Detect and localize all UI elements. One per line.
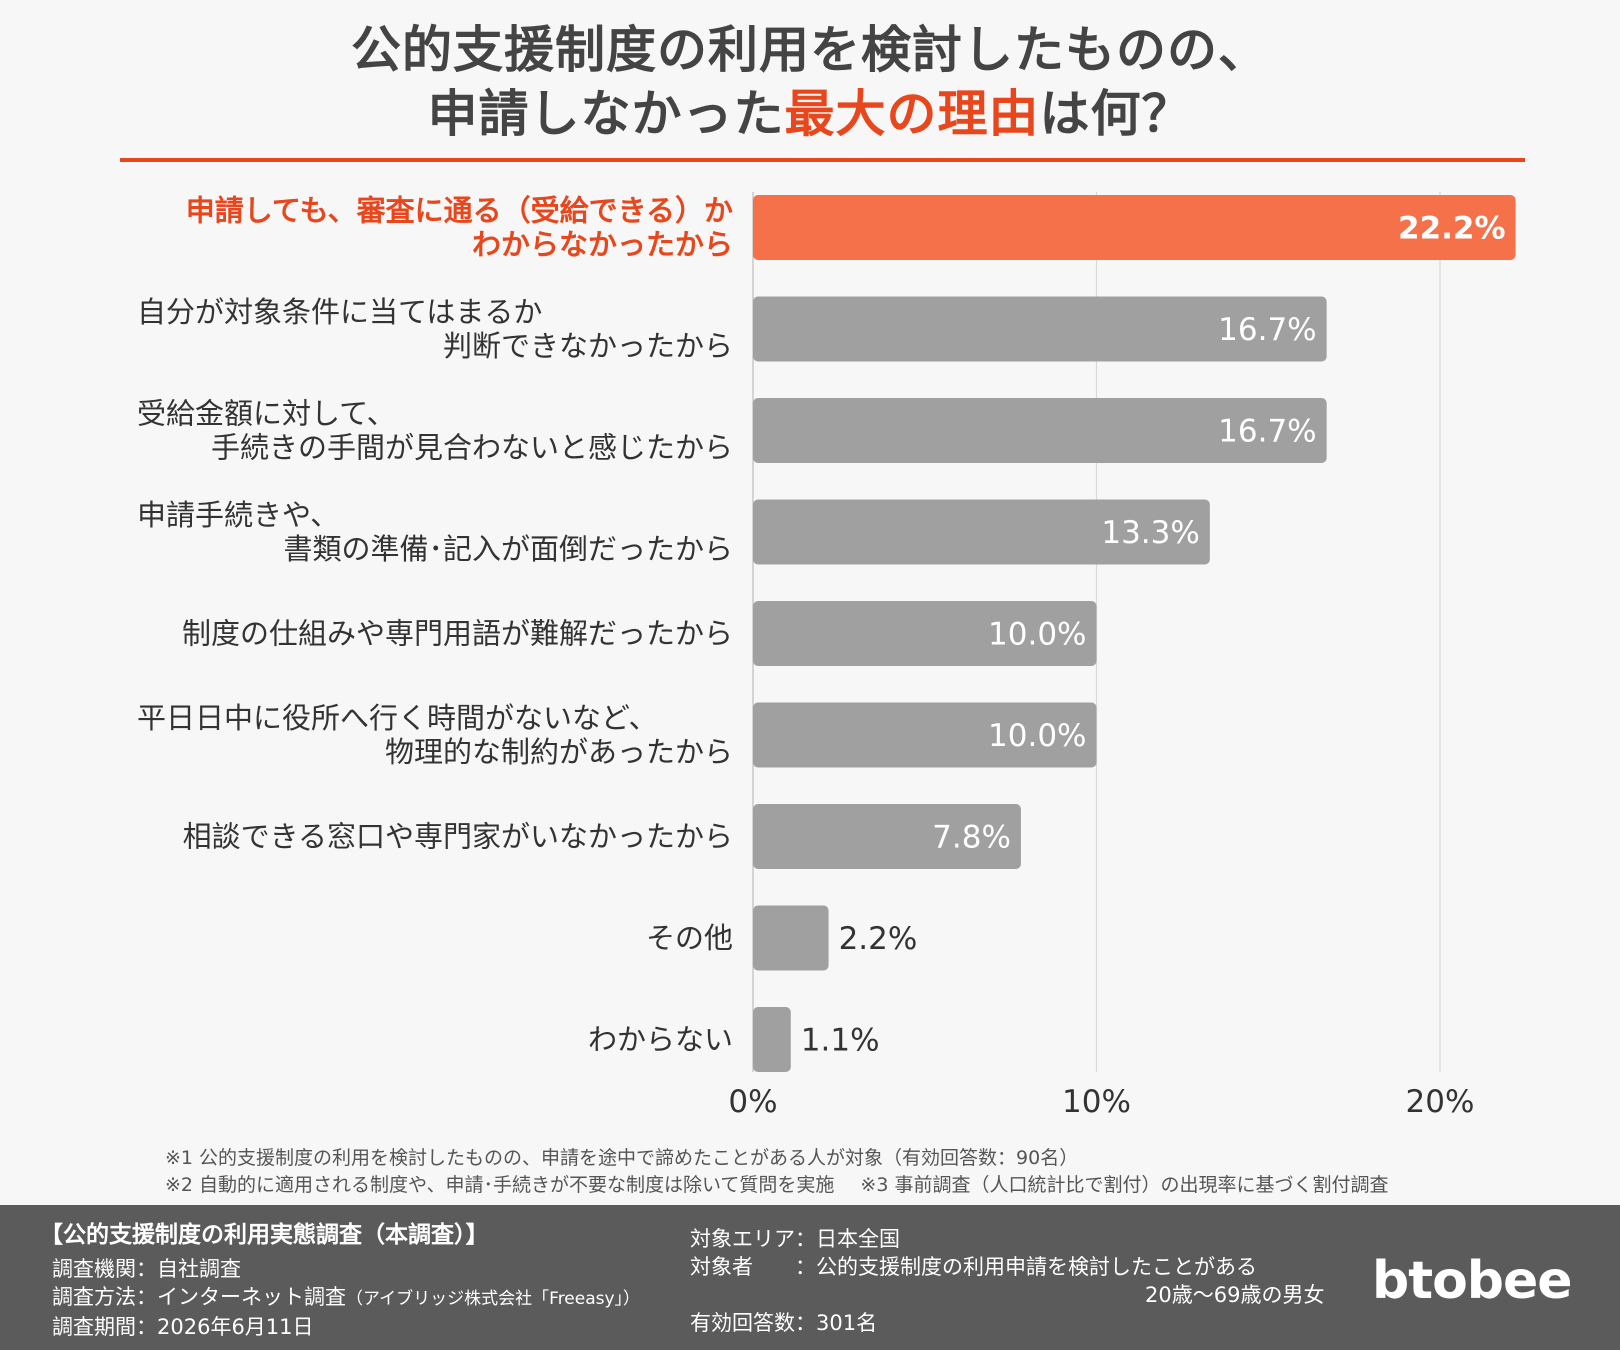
bar-value-label: 22.2% (1398, 211, 1506, 247)
category-label: わからない (588, 1023, 733, 1057)
title-highlight: 最大の理由 (784, 85, 1040, 143)
survey-target: 対象者 ：公的支援制度の利用申請を検討したことがある (690, 1255, 1257, 1279)
bar (753, 499, 1210, 565)
category-label: 平日日中に役所へ行く時間がないなど、物理的な制約があったから (137, 701, 733, 769)
btobee-logo: btobee (1372, 1251, 1573, 1311)
category-label: その他 (646, 921, 733, 955)
category-label: 申請手続きや、書類の準備･記入が面倒だったから (137, 498, 733, 566)
title-rule (120, 158, 1525, 162)
bar (753, 398, 1327, 463)
bar-value-label: 2.2% (839, 921, 918, 957)
bar-value-label: 1.1% (801, 1023, 880, 1059)
footnote-2-3: ※2 自動的に適用される制度や、申請･手続きが不要な制度は除いて質問を実施 ※3 … (165, 1172, 1388, 1199)
bar (753, 296, 1327, 362)
title-line-1: 公的支援制度の利用を検討したものの、 (351, 21, 1269, 79)
survey-method: 調査方法：インターネット調査（アイブリッジ株式会社「Freeasy」） (52, 1283, 640, 1313)
category-label: 制度の仕組みや専門用語が難解だったから (182, 617, 733, 651)
title-prefix: 申請しなかった (427, 85, 785, 143)
bar (753, 905, 829, 971)
survey-area: 対象エリア：日本全国 (690, 1227, 900, 1251)
footnote-1: ※1 公的支援制度の利用を検討したものの、申請を途中で諦めたことがある人が対象（… (165, 1147, 1079, 1169)
bar-value-label: 13.3% (1101, 515, 1199, 551)
bar (753, 702, 1097, 768)
title-suffix: は何？ (1039, 85, 1193, 143)
bar (753, 804, 1021, 869)
x-tick-label: 20% (1406, 1084, 1475, 1120)
bar-value-label: 16.7% (1218, 312, 1316, 348)
category-label: 相談できる窓口や専門家がいなかったから (183, 820, 733, 854)
footnote-3: ※3 事前調査（人口統計比で割付）の出現率に基づく割付調査 (860, 1174, 1389, 1196)
bar-value-label: 10.0% (988, 617, 1086, 653)
category-label: 受給金額に対して、手続きの手間が見合わないと感じたから (137, 397, 733, 465)
survey-target-2: 20歳〜69歳の男女 (1145, 1283, 1325, 1307)
x-tick-label: 10% (1062, 1084, 1131, 1120)
survey-title: 【公的支援制度の利用実態調査（本調査）】 (40, 1222, 489, 1248)
chart-title: 公的支援制度の利用を検討したものの、 申請しなかった最大の理由は何？ (0, 18, 1620, 146)
bar (753, 601, 1097, 666)
survey-org: 調査機関：自社調査 (52, 1257, 241, 1281)
bar-chart: 0% 10% 20% 22.2% 申請しても、審査に通る（受給できる）かわからなかったか… (137, 192, 1516, 1120)
footnote-2: ※2 自動的に適用される制度や、申請･手続きが不要な制度は除いて質問を実施 (165, 1174, 835, 1196)
category-label: 申請しても、審査に通る（受給できる）かわからなかったから (186, 194, 733, 262)
bar (753, 1007, 791, 1072)
survey-details-right: 対象エリア：日本全国 対象者 ：公的支援制度の利用申請を検討したことがある 20… (690, 1225, 1324, 1337)
x-tick-label: 0% (728, 1084, 777, 1120)
footnotes: ※1 公的支援制度の利用を検討したものの、申請を途中で諦めたことがある人が対象（… (165, 1145, 1388, 1199)
survey-responses: 有効回答数：301名 (690, 1311, 878, 1335)
bar-value-label: 10.0% (988, 718, 1086, 754)
category-label: 自分が対象条件に当てはまるか判断できなかったから (137, 295, 733, 363)
bar-value-label: 7.8% (932, 820, 1011, 856)
survey-method-note: （アイブリッジ株式会社「Freeasy」） (346, 1289, 641, 1309)
survey-period: 調査期間：2026年6月11日 (52, 1315, 314, 1339)
bar-value-label: 16.7% (1218, 414, 1316, 450)
survey-method-text: 調査方法：インターネット調査 (52, 1285, 346, 1309)
bar (753, 195, 1516, 260)
survey-footer: 【公的支援制度の利用実態調査（本調査）】 調査機関：自社調査 調査方法：インター… (0, 1205, 1620, 1350)
title-line-2: 申請しなかった最大の理由は何？ (0, 82, 1620, 146)
survey-details-left: 調査機関：自社調査 調査方法：インターネット調査（アイブリッジ株式会社「Free… (52, 1255, 640, 1341)
